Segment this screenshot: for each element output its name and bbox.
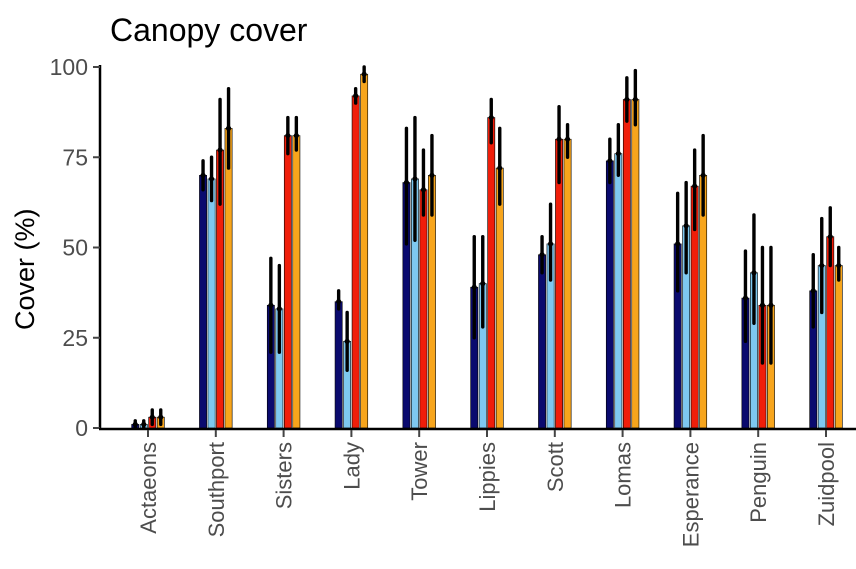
- bar: [538, 254, 546, 429]
- mean-point: [217, 147, 223, 153]
- x-tick-label: Lady: [339, 442, 364, 490]
- y-tick-label: 50: [62, 235, 88, 261]
- mean-point: [420, 187, 427, 193]
- bar: [351, 95, 360, 429]
- mean-point: [547, 241, 554, 247]
- bar: [495, 167, 504, 429]
- mean-point: [225, 125, 232, 131]
- bar: [563, 138, 572, 429]
- x-tick-label: Sisters: [272, 442, 297, 509]
- bar: [419, 189, 428, 429]
- bars-layer: [131, 73, 843, 429]
- mean-point: [132, 421, 138, 427]
- bar: [207, 178, 216, 429]
- y-tick-label: 75: [62, 144, 88, 170]
- mean-point: [488, 114, 494, 121]
- chart-title: Canopy cover: [110, 12, 308, 48]
- mean-point: [675, 241, 681, 247]
- mean-point: [268, 302, 274, 308]
- mean-point: [751, 270, 757, 276]
- mean-point: [158, 414, 164, 420]
- mean-point: [403, 179, 410, 186]
- x-tick-label: Zuidpool: [814, 442, 839, 526]
- mean-point: [149, 414, 155, 420]
- x-axis: Actaeons Southport Sisters Lady Tower Lippies…: [99, 427, 856, 547]
- mean-point: [293, 132, 299, 139]
- bar: [292, 135, 301, 429]
- mean-point: [742, 295, 749, 301]
- mean-point: [632, 96, 638, 103]
- mean-point: [208, 176, 215, 182]
- mean-point: [336, 299, 342, 305]
- x-tick-label: Lippies: [475, 442, 500, 512]
- bar: [360, 73, 369, 429]
- mean-point: [429, 172, 435, 178]
- mean-point: [564, 136, 571, 142]
- mean-point: [344, 338, 350, 344]
- y-tick-label: 100: [50, 54, 88, 80]
- bar: [334, 301, 343, 429]
- x-tick-label: Lomas: [611, 442, 636, 508]
- mean-point: [819, 262, 825, 269]
- x-tick-label: Esperance: [678, 442, 703, 547]
- mean-point: [285, 132, 291, 139]
- x-tick-label: Southport: [204, 442, 229, 537]
- x-tick-label: Tower: [407, 442, 432, 501]
- mean-point: [759, 302, 766, 308]
- mean-point: [353, 93, 359, 99]
- bar: [605, 160, 614, 429]
- mean-point: [836, 262, 842, 269]
- mean-point: [768, 302, 774, 308]
- mean-point: [700, 172, 706, 178]
- mean-point: [200, 172, 206, 178]
- mean-point: [141, 421, 147, 427]
- mean-point: [624, 96, 630, 103]
- y-tick-label: 25: [62, 325, 88, 351]
- mean-point: [810, 288, 816, 294]
- mean-point: [361, 71, 367, 77]
- mean-point: [683, 223, 689, 229]
- mean-point: [480, 281, 486, 287]
- bar: [199, 175, 207, 429]
- bar: [614, 153, 623, 429]
- mean-point: [607, 158, 613, 164]
- x-tick-label: Actaeons: [136, 442, 161, 534]
- bar: [283, 135, 292, 429]
- bar: [834, 265, 843, 429]
- bar: [224, 128, 233, 429]
- mean-point: [615, 151, 621, 157]
- x-tick-label: Scott: [543, 442, 568, 492]
- mean-point: [827, 234, 833, 240]
- mean-point: [692, 183, 698, 189]
- y-tick-label: 0: [75, 415, 88, 441]
- mean-point: [276, 306, 282, 312]
- y-axis: 0 25 50 75 100: [50, 54, 102, 441]
- x-tick-label: Penguin: [746, 442, 771, 523]
- bar: [487, 117, 496, 429]
- error-bars-layer: [132, 65, 842, 430]
- mean-point: [471, 284, 477, 290]
- bar: [631, 99, 640, 429]
- mean-point: [539, 252, 545, 258]
- mean-point: [556, 136, 562, 142]
- mean-point: [412, 176, 418, 182]
- bar: [622, 99, 631, 429]
- mean-point: [497, 165, 503, 171]
